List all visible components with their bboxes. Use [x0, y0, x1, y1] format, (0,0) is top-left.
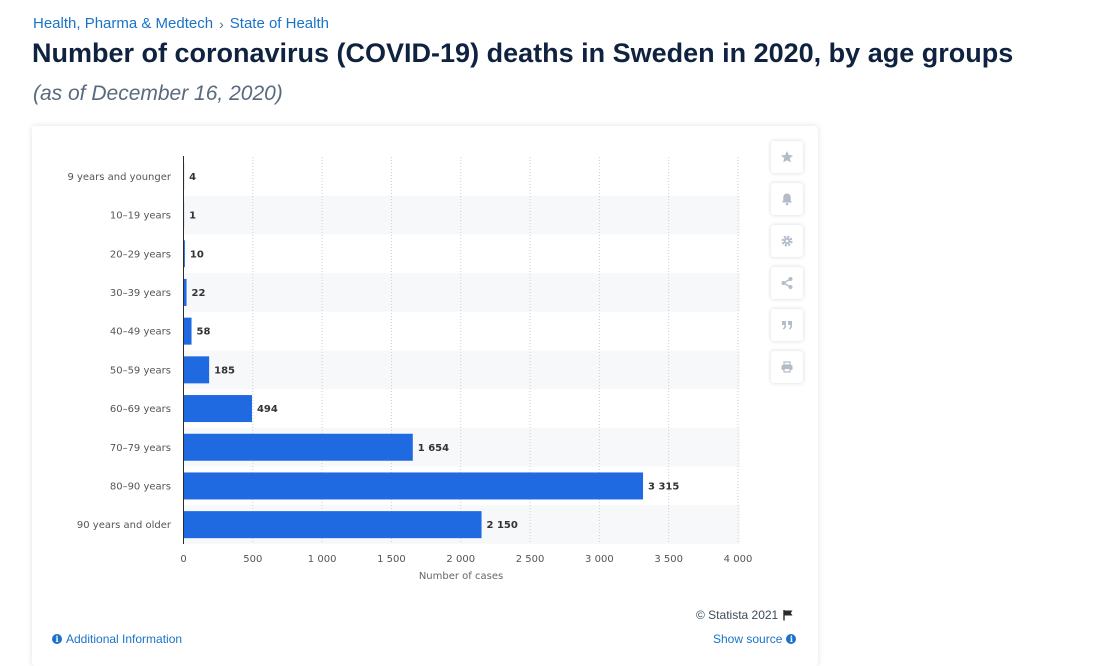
- row-band: [183, 273, 740, 312]
- info-icon: i: [786, 634, 797, 644]
- x-tick-label: 0: [180, 554, 186, 565]
- value-label: 10: [190, 249, 204, 260]
- cite-button[interactable]: [771, 309, 803, 341]
- page-title: Number of coronavirus (COVID-19) deaths …: [32, 38, 1014, 68]
- page-subtitle: (as of December 16, 2020): [33, 82, 283, 105]
- row-band: [183, 350, 740, 390]
- show-source-link[interactable]: Show source i: [713, 632, 797, 646]
- additional-information-label: Additional Information: [66, 632, 183, 646]
- value-label: 1: [189, 211, 196, 222]
- bar[interactable]: [183, 317, 192, 345]
- x-tick-label: 1 500: [377, 554, 406, 565]
- copyright-notice: © Statista 2021: [696, 608, 794, 622]
- show-source-label: Show source: [713, 632, 783, 646]
- print-button[interactable]: [771, 351, 803, 383]
- x-tick-label: 2 500: [516, 554, 545, 565]
- x-tick-label: 2 000: [446, 554, 475, 565]
- print-icon: [781, 361, 793, 373]
- row-band: [183, 195, 740, 235]
- value-label: 3 315: [648, 481, 679, 492]
- x-tick-label: 1 000: [308, 554, 337, 565]
- share-button[interactable]: [771, 267, 803, 299]
- x-tick-label: 3 500: [654, 554, 683, 565]
- bar-chart: 9 years and younger 10–19 years 20–29 year…: [67, 156, 753, 582]
- x-axis-title: Number of cases: [419, 571, 503, 582]
- x-tick-label: 4 000: [724, 554, 753, 565]
- favorite-button[interactable]: [771, 141, 803, 173]
- breadcrumb: Health, Pharma & Medtech › State of Heal…: [33, 15, 329, 32]
- bar[interactable]: [183, 278, 187, 306]
- x-tick-label: 500: [243, 554, 262, 565]
- value-label: 58: [197, 327, 211, 338]
- value-label: 4: [189, 172, 196, 183]
- settings-button[interactable]: [771, 225, 803, 257]
- notification-button[interactable]: [771, 183, 803, 215]
- category-label: 30–39 years: [110, 288, 171, 299]
- bar[interactable]: [183, 472, 644, 500]
- breadcrumb-link-state-of-health[interactable]: State of Health: [229, 15, 329, 32]
- x-tick-label: 3 000: [585, 554, 614, 565]
- value-label: 494: [257, 404, 278, 415]
- category-label: 40–49 years: [110, 327, 171, 338]
- category-label: 9 years and younger: [67, 172, 171, 183]
- bar[interactable]: [183, 395, 252, 423]
- breadcrumb-link-health[interactable]: Health, Pharma & Medtech: [33, 15, 214, 32]
- category-label: 70–79 years: [110, 443, 171, 454]
- quote-icon: [782, 321, 792, 330]
- bar[interactable]: [183, 356, 210, 384]
- category-label: 60–69 years: [110, 404, 171, 415]
- bell-icon: [782, 193, 792, 206]
- category-label: 10–19 years: [110, 211, 171, 222]
- additional-information-link[interactable]: i Additional Information: [52, 632, 182, 646]
- copyright-text: © Statista 2021: [696, 608, 779, 622]
- gear-icon: [781, 235, 793, 247]
- category-label: 50–59 years: [110, 365, 171, 376]
- category-label: 20–29 years: [110, 249, 171, 260]
- share-icon: [781, 277, 793, 289]
- category-label: 80–90 years: [110, 481, 171, 492]
- bar[interactable]: [183, 433, 413, 461]
- value-label: 1 654: [418, 443, 449, 454]
- info-icon: i: [52, 634, 62, 644]
- breadcrumb-separator: ›: [219, 15, 224, 32]
- value-label: 22: [192, 288, 206, 299]
- value-label: 185: [214, 365, 235, 376]
- value-label: 2 150: [487, 520, 518, 531]
- flag-icon[interactable]: [782, 609, 794, 621]
- bar[interactable]: [183, 240, 185, 268]
- bar[interactable]: [183, 511, 482, 539]
- category-label: 90 years and older: [77, 520, 172, 531]
- star-icon: [781, 151, 793, 163]
